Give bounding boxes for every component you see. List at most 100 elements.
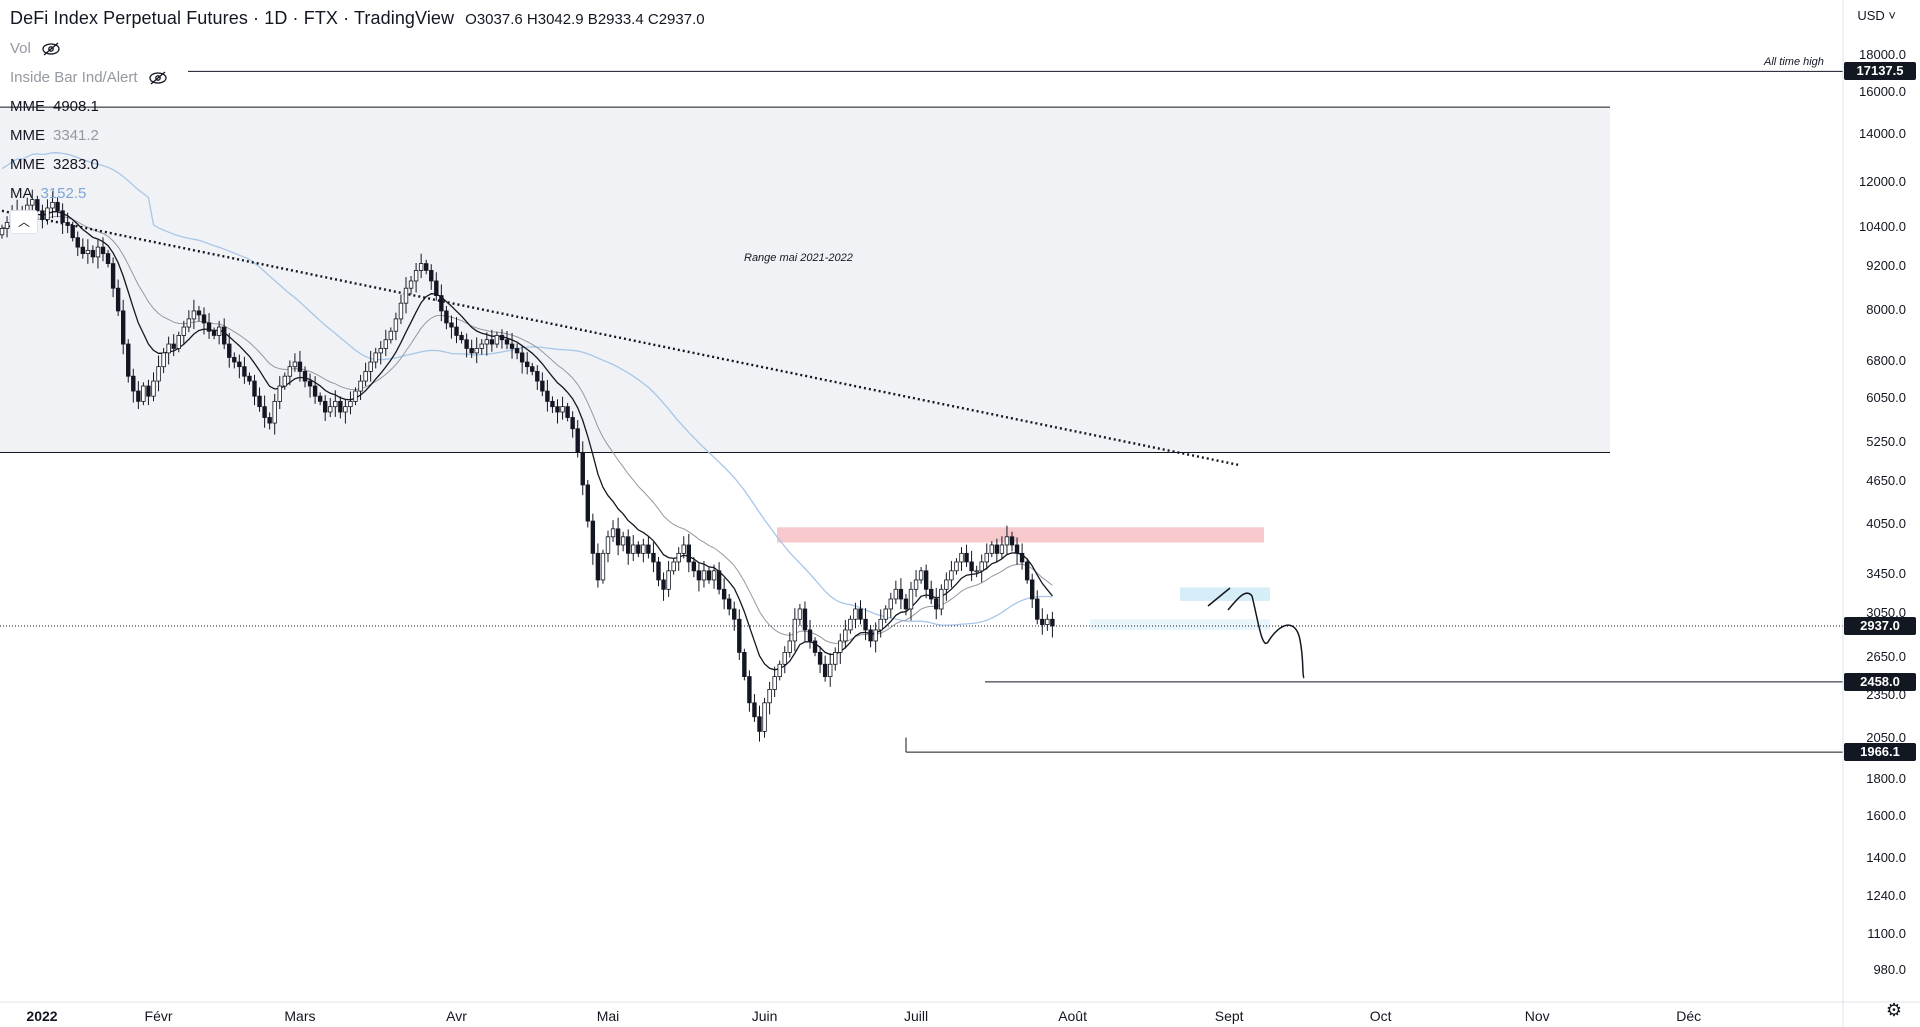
candle-body: [540, 380, 545, 392]
candle-body: [1040, 618, 1045, 625]
candle-body: [631, 544, 636, 554]
eye-crossed-icon[interactable]: [41, 42, 61, 56]
candle-body: [494, 335, 500, 345]
candle-body: [100, 246, 106, 255]
candle-body: [75, 237, 80, 248]
open-value: 3037.6: [476, 11, 523, 28]
candle-body: [787, 640, 792, 653]
candle-body: [1024, 561, 1030, 581]
candle-body: [252, 380, 257, 397]
candle-body: [727, 598, 732, 610]
price-tick-label: 6050.0: [1866, 389, 1906, 405]
candle-body: [964, 552, 969, 563]
currency-selector[interactable]: USD ˅: [1857, 8, 1896, 23]
candle-body: [984, 552, 989, 563]
candle-body: [418, 263, 424, 271]
price-tick-label: 5250.0: [1866, 434, 1906, 450]
candle-body: [782, 651, 787, 665]
candle-body: [863, 618, 868, 631]
indicator-volume[interactable]: Vol: [10, 40, 61, 57]
candle-body: [737, 618, 742, 653]
candle-body: [105, 253, 111, 264]
low-label: B: [587, 11, 598, 28]
collapse-legend-button[interactable]: ︿: [10, 210, 38, 234]
candle-body: [913, 579, 919, 590]
price-tick-label: 3450.0: [1866, 566, 1906, 582]
candle-body: [509, 343, 515, 349]
candle-body: [110, 263, 116, 289]
candle-body: [934, 598, 939, 610]
indicator-name: MME: [10, 127, 45, 144]
time-tick-label: Déc: [1676, 1008, 1702, 1024]
price-tick-label: 980.0: [1873, 962, 1906, 977]
price-tick-label: 1240.0: [1866, 888, 1906, 904]
candle-body: [70, 225, 75, 239]
candle-body: [802, 608, 808, 631]
price-tick-label: 2650.0: [1866, 649, 1906, 665]
candle-body: [237, 361, 242, 368]
ath-annotation[interactable]: All time high: [1764, 56, 1824, 68]
candle-body: [550, 400, 555, 408]
support-zone-lower: [1090, 619, 1270, 630]
candle-body: [156, 366, 161, 382]
candle-body: [545, 390, 550, 402]
candle-body: [944, 579, 949, 590]
candle-body: [90, 249, 96, 258]
candle-body: [383, 339, 388, 349]
candle-body: [196, 310, 202, 316]
candle-body: [580, 452, 585, 486]
support-zone: [1180, 587, 1270, 601]
candle-body: [408, 280, 414, 289]
open-label: O: [465, 11, 477, 28]
candle-body: [1030, 579, 1035, 600]
indicator-inside-bar[interactable]: Inside Bar Ind/Alert: [10, 69, 168, 86]
symbol-title[interactable]: DeFi Index Perpetual Futures · 1D · FTX …: [10, 8, 455, 28]
candle-body: [828, 663, 833, 677]
candle-body: [615, 528, 621, 546]
indicator-ma[interactable]: MA 3152.5: [10, 185, 86, 202]
candle-body: [636, 544, 641, 554]
indicator-ema-2[interactable]: MME 3341.2: [10, 127, 99, 144]
indicator-name: MME: [10, 98, 45, 115]
candle-body: [176, 335, 181, 349]
candle-body: [535, 371, 540, 382]
indicator-ema-3[interactable]: MME 3283.0: [10, 156, 99, 173]
candle-body: [368, 361, 373, 372]
candle-body: [297, 361, 303, 372]
candle-body: [873, 629, 878, 642]
indicator-ema-1[interactable]: MME 4908.1: [10, 98, 99, 115]
indicator-name: Inside Bar Ind/Alert: [10, 69, 138, 86]
candle-body: [721, 588, 727, 600]
candle-body: [661, 579, 666, 590]
price-tick-label: 8000.0: [1866, 301, 1906, 317]
candle-body: [525, 361, 530, 368]
indicator-value: 3152.5: [40, 185, 87, 202]
candle-body: [434, 280, 439, 296]
candle-body: [232, 357, 237, 363]
candle-body: [681, 544, 686, 554]
time-tick-label: Sept: [1214, 1008, 1244, 1024]
candle-body: [353, 390, 358, 402]
candle-body: [277, 385, 282, 402]
candle-body: [565, 406, 570, 418]
price-tick-label: 1800.0: [1866, 770, 1906, 786]
candle-body: [1009, 536, 1015, 546]
candle-body: [55, 201, 60, 212]
candle-body: [651, 552, 656, 563]
eye-crossed-icon[interactable]: [148, 71, 168, 85]
candle-body: [590, 520, 596, 554]
candle-body: [858, 608, 863, 620]
candle-body: [696, 570, 702, 581]
indicator-name: MA: [10, 185, 33, 202]
candle-body: [0, 228, 5, 236]
indicator-name: MME: [10, 156, 45, 173]
resistance-zone: [777, 527, 1264, 543]
candle-body: [146, 385, 151, 397]
candle-body: [903, 598, 909, 610]
candle-body: [817, 651, 823, 665]
range-annotation[interactable]: Range mai 2021-2022: [744, 252, 853, 264]
candle-body: [797, 608, 803, 620]
candle-body: [80, 246, 85, 255]
gear-icon[interactable]: ⚙: [1885, 1000, 1902, 1020]
